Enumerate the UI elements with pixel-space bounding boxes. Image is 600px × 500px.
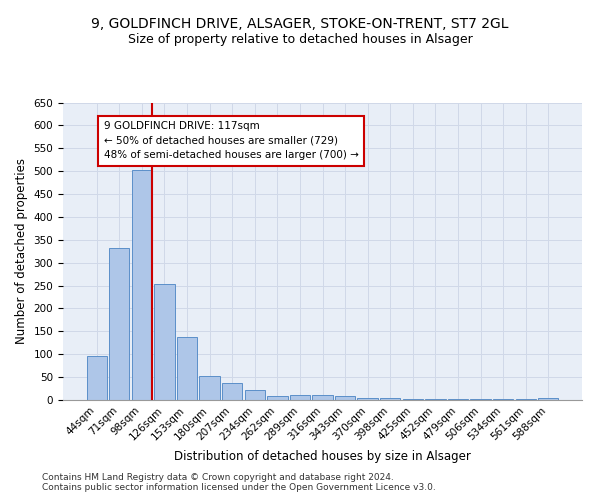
Bar [448,399,468,400]
Bar [425,399,446,400]
Bar [313,396,332,400]
Bar [132,170,152,400]
Bar [493,399,513,400]
Bar [380,398,400,400]
Bar [109,248,130,400]
Bar [154,284,175,400]
Bar [515,399,536,400]
Bar [177,337,197,400]
Bar [470,399,491,400]
Bar [538,398,559,400]
Bar [403,399,423,400]
Y-axis label: Number of detached properties: Number of detached properties [15,158,28,344]
Text: Size of property relative to detached houses in Alsager: Size of property relative to detached ho… [128,32,472,46]
Bar [245,390,265,400]
Bar [86,356,107,400]
Bar [358,398,378,400]
X-axis label: Distribution of detached houses by size in Alsager: Distribution of detached houses by size … [174,450,471,463]
Bar [199,376,220,400]
Text: 9 GOLDFINCH DRIVE: 117sqm
← 50% of detached houses are smaller (729)
48% of semi: 9 GOLDFINCH DRIVE: 117sqm ← 50% of detac… [104,121,358,160]
Bar [222,383,242,400]
Bar [290,396,310,400]
Text: 9, GOLDFINCH DRIVE, ALSAGER, STOKE-ON-TRENT, ST7 2GL: 9, GOLDFINCH DRIVE, ALSAGER, STOKE-ON-TR… [91,18,509,32]
Bar [267,396,287,400]
Text: Contains HM Land Registry data © Crown copyright and database right 2024.
Contai: Contains HM Land Registry data © Crown c… [42,472,436,492]
Bar [335,396,355,400]
